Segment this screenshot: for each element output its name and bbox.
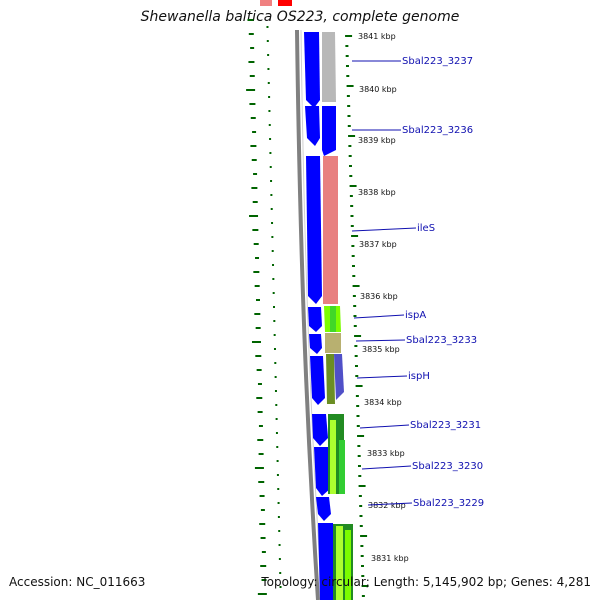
- gene-name[interactable]: Sbal223_3233: [406, 335, 477, 346]
- gene-name[interactable]: Sbal223_3229: [413, 498, 484, 509]
- top-frame-block-1: [260, 0, 272, 6]
- backbone-arc: [295, 29, 320, 600]
- feature-block: [322, 32, 336, 102]
- gene-label-sbal223_3231[interactable]: Sbal223_3231: [359, 420, 481, 431]
- topology-summary: Topology: circular; Length: 5,145,902 bp…: [261, 575, 591, 589]
- map-title: Shewanella baltica OS223, complete genom…: [140, 9, 460, 25]
- gene-label-isph[interactable]: ispH: [356, 371, 430, 382]
- gene-label-sbal223_3236[interactable]: Sbal223_3236: [352, 125, 473, 136]
- leader-line: [361, 465, 412, 470]
- leader-line: [367, 502, 413, 506]
- gene-labels: Sbal223_3237 Sbal223_3236 ileS ispA Sbal223_…: [351, 56, 484, 509]
- gene-name[interactable]: Sbal223_3236: [402, 125, 473, 136]
- cds-block: [308, 307, 322, 332]
- kbp-scale-labels: 3841 kbp 3840 kbp 3839 kbp 3838 kbp 3837 kbp…: [358, 32, 409, 563]
- accession-text: Accession: NC_011663: [9, 575, 146, 589]
- cds-block: [304, 32, 320, 108]
- gene-label-sbal223_3230[interactable]: Sbal223_3230: [361, 461, 483, 472]
- gene-label-sbal223_3237[interactable]: Sbal223_3237: [352, 56, 473, 67]
- cds-block: [306, 156, 322, 304]
- cds-block: [314, 447, 331, 496]
- gene-name[interactable]: Sbal223_3237: [402, 56, 473, 67]
- leader-line: [356, 375, 408, 379]
- cds-block: [318, 523, 337, 600]
- kbp-label: 3832 kbp: [368, 501, 406, 510]
- feature-block: [330, 306, 336, 332]
- cds-block: [310, 356, 325, 405]
- feature-block: [345, 530, 351, 600]
- cds-block: [305, 106, 320, 146]
- feature-block: [323, 156, 338, 304]
- gene-name[interactable]: ispH: [408, 371, 430, 382]
- leader-line: [359, 424, 410, 429]
- kbp-label: 3840 kbp: [359, 85, 397, 94]
- cds-track: [304, 32, 337, 600]
- feature-block: [339, 440, 345, 494]
- leader-line: [353, 314, 405, 319]
- kbp-label: 3834 kbp: [364, 398, 402, 407]
- gene-name[interactable]: ispA: [405, 310, 426, 321]
- gene-label-ispa[interactable]: ispA: [353, 310, 426, 321]
- gc-content-ticks: [246, 19, 282, 595]
- gene-label-sbal223_3229[interactable]: Sbal223_3229: [367, 498, 484, 509]
- kbp-label: 3835 kbp: [362, 345, 400, 354]
- feature-block: [334, 354, 344, 400]
- kbp-label: 3833 kbp: [367, 449, 405, 458]
- leader-line: [355, 339, 406, 342]
- feature-block: [336, 526, 343, 600]
- cds-block: [312, 414, 328, 446]
- feature-track: [322, 32, 353, 600]
- cds-block: [309, 334, 322, 354]
- gene-name[interactable]: Sbal223_3231: [410, 420, 481, 431]
- backbone-arc-inner: [300, 29, 323, 600]
- kbp-label: 3838 kbp: [358, 188, 396, 197]
- scale-minor-ticks: [345, 35, 369, 597]
- gene-name[interactable]: ileS: [417, 223, 435, 234]
- gene-label-sbal223_3233[interactable]: Sbal223_3233: [355, 335, 477, 346]
- feature-block: [325, 333, 341, 353]
- kbp-label: 3841 kbp: [358, 32, 396, 41]
- cds-block: [316, 497, 331, 521]
- top-frame-block-2: [278, 0, 292, 6]
- feature-block: [322, 106, 336, 156]
- kbp-label: 3837 kbp: [359, 240, 397, 249]
- kbp-label: 3831 kbp: [371, 554, 409, 563]
- kbp-label: 3839 kbp: [358, 136, 396, 145]
- feature-block: [330, 420, 336, 494]
- leader-line: [351, 227, 417, 232]
- feature-block: [326, 354, 335, 404]
- gene-label-iles[interactable]: ileS: [351, 223, 435, 234]
- kbp-label: 3836 kbp: [360, 292, 398, 301]
- gene-name[interactable]: Sbal223_3230: [412, 461, 483, 472]
